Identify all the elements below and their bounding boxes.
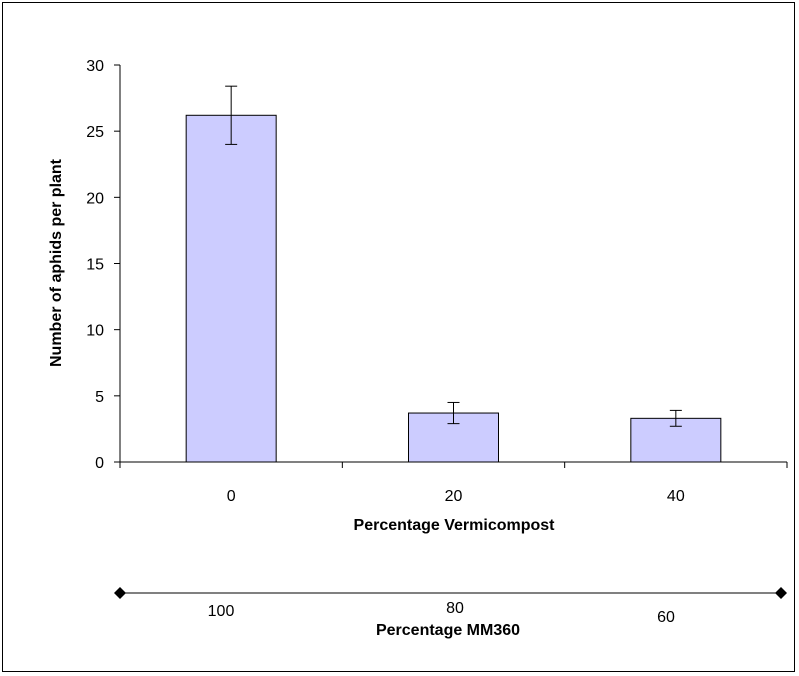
bar-0 <box>185 114 277 463</box>
secondary-axis: 100 80 60 Percentage MM360 <box>114 587 787 639</box>
y-tick-label: 0 <box>95 455 104 472</box>
y-ticks-layer: 0 5 10 15 20 25 30 <box>86 58 120 472</box>
secondary-axis-left-marker <box>114 587 126 599</box>
secondary-tick-60: 60 <box>657 609 675 626</box>
y-tick-label: 10 <box>86 323 104 340</box>
x-ticks-layer: 0 20 40 <box>119 462 788 505</box>
y-tick-label: 20 <box>86 190 104 207</box>
y-tick-label: 25 <box>86 124 104 141</box>
secondary-tick-80: 80 <box>446 600 464 617</box>
x-axis-title: Percentage Vermicompost <box>354 517 556 534</box>
y-tick-label: 15 <box>86 257 104 274</box>
bars-layer <box>185 85 722 463</box>
x-tick-label-0: 0 <box>227 488 236 505</box>
secondary-tick-100: 100 <box>208 603 235 620</box>
y-tick-label: 5 <box>95 389 104 406</box>
secondary-axis-right-marker <box>775 587 787 599</box>
secondary-axis-title: Percentage MM360 <box>376 622 520 639</box>
y-axis-title: Number of aphids per plant <box>48 158 65 367</box>
x-tick-label-40: 40 <box>667 488 685 505</box>
y-tick-label: 30 <box>86 58 104 75</box>
x-tick-label-20: 20 <box>445 488 463 505</box>
